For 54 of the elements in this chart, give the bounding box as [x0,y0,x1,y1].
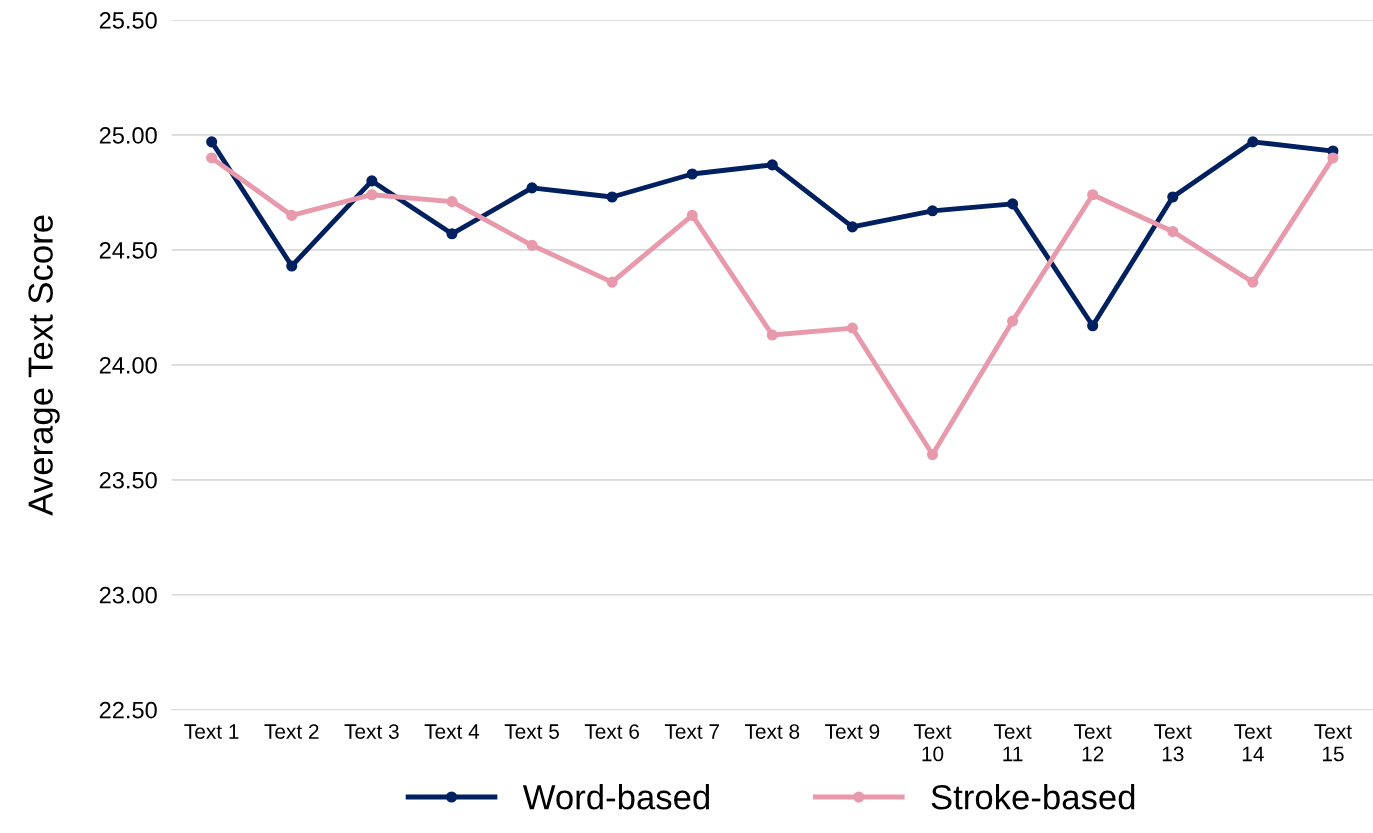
y-tick-label: 24.00 [99,356,157,374]
x-tick-label: Text 6 [584,724,639,739]
x-tick-label: Text 1 [184,724,239,739]
point [206,136,218,148]
point [526,239,538,251]
x-tick-label: Text 12 [1074,724,1112,762]
point [286,209,298,221]
y-tick-label: 23.00 [99,586,157,604]
x-tick-label: Text 9 [825,724,880,739]
point [846,322,858,334]
legend-label: Stroke-based [931,784,1135,810]
y-axis-title: Average Text Score [28,215,60,516]
point [686,209,698,221]
point [926,448,939,461]
point [846,221,858,233]
point [1247,276,1259,288]
point [1007,315,1019,327]
point [1167,191,1179,203]
x-tick-label: Text 2 [264,724,319,739]
point [1167,225,1179,238]
point [1087,320,1099,332]
x-tick-label: Text 15 [1314,724,1352,762]
point [1087,189,1099,201]
point [206,152,218,164]
x-tick-label: Text 5 [504,724,559,739]
x-tick-label: Text 10 [913,724,952,762]
x-tick-label: Text 7 [664,724,719,739]
y-tick-label: 25.00 [99,127,157,144]
x-tick-label: Text 13 [1154,724,1192,762]
x-tick-label: Text 11 [993,724,1032,762]
point [766,329,778,341]
y-tick-label: 22.50 [99,701,157,719]
point [606,276,618,288]
x-tick-label: Text 3 [344,724,399,739]
point [926,205,939,217]
point [366,175,378,187]
point [606,191,618,203]
y-tick-label: 25.50 [99,12,157,29]
point [1327,152,1339,164]
point [446,196,458,208]
point [366,189,378,201]
x-tick-label: Text 8 [745,724,800,739]
x-tick-label: Text 4 [424,724,480,739]
point [446,228,458,240]
y-tick-label: 23.50 [99,471,157,489]
point [686,168,698,180]
y-tick-label: 24.50 [99,241,157,259]
point [526,182,538,194]
point [286,260,298,272]
legend-label: Word-based [522,784,709,810]
point [766,159,778,171]
x-tick-label: Text 14 [1234,724,1272,762]
point [1247,136,1259,148]
point [1007,198,1019,210]
